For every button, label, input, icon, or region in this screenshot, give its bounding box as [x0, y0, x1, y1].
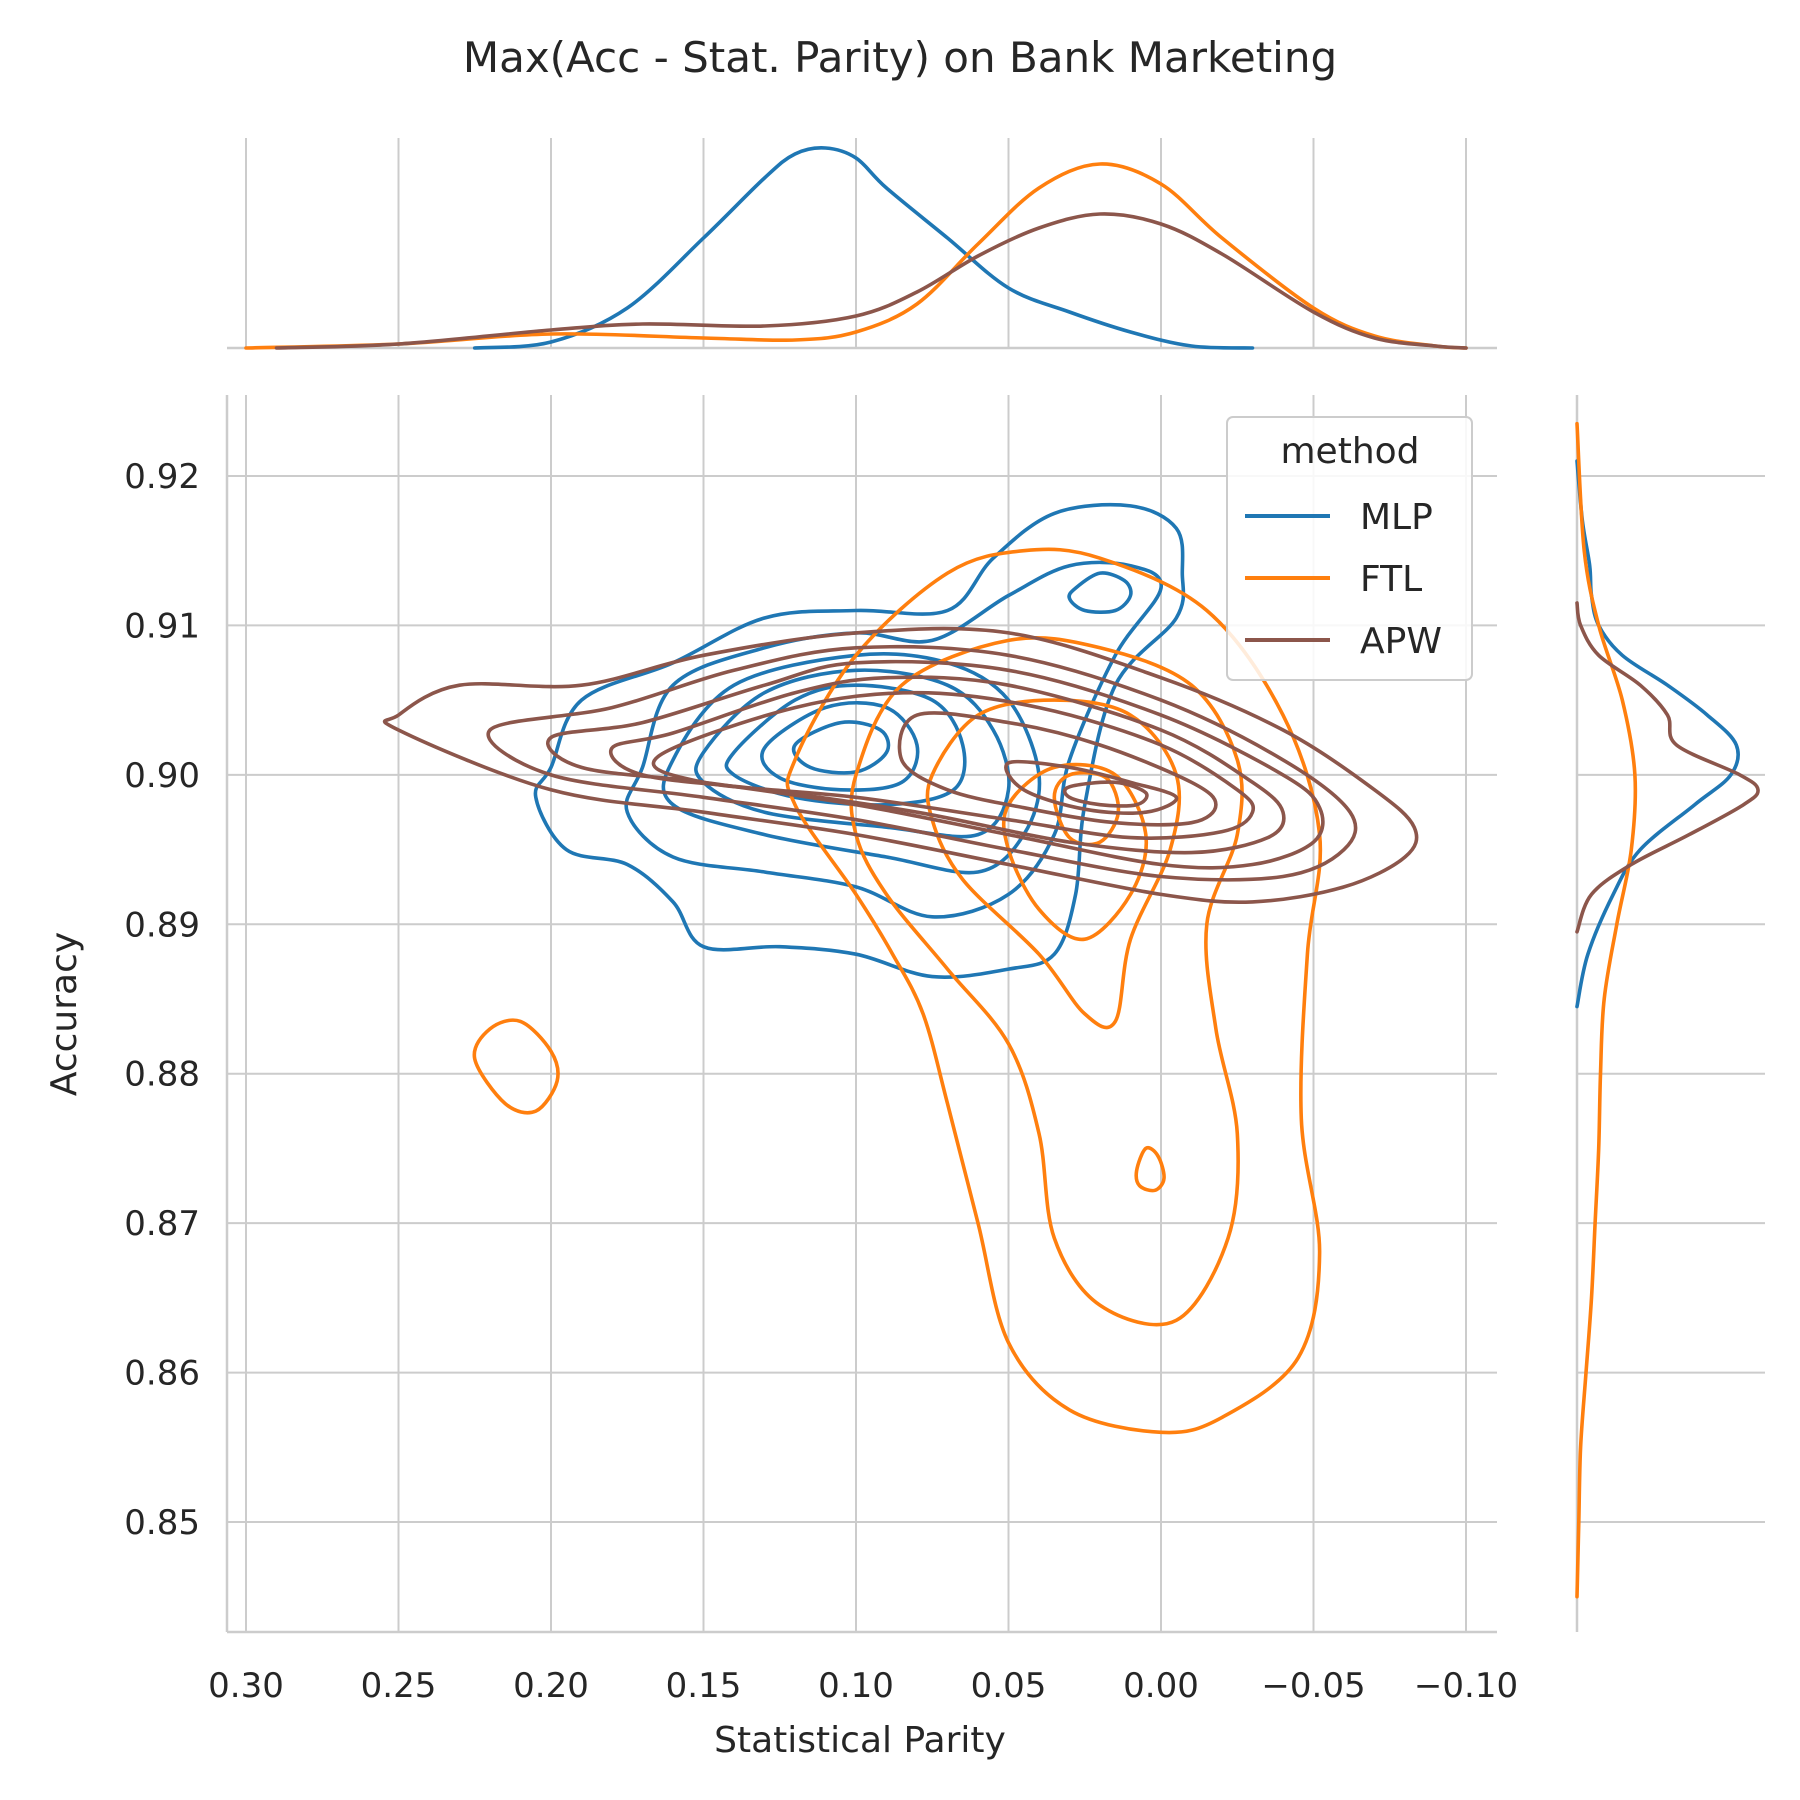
main-plot-grid	[227, 395, 1497, 1632]
chart-title: Max(Acc - Stat. Parity) on Bank Marketin…	[463, 33, 1337, 82]
top-marginal-densities	[244, 146, 1468, 350]
y-tick-labels: 0.85 0.86 0.87 0.88 0.89 0.90 0.91 0.92	[124, 457, 200, 1543]
axes-spines	[225, 346, 1579, 1634]
x-tick-label: 0.15	[666, 1666, 742, 1706]
right-marginal-densities	[1575, 421, 1760, 1599]
contour-mlp	[791, 720, 891, 775]
x-tick-label: 0.05	[971, 1666, 1047, 1706]
x-tick-label: 0.10	[818, 1666, 894, 1706]
right-density-mlp	[1575, 459, 1740, 1009]
top-density-apw	[274, 212, 1468, 350]
y-tick-label: 0.85	[124, 1503, 200, 1543]
contour-mlp	[694, 668, 1011, 839]
contour-apw	[609, 675, 1286, 855]
contour-apw	[1062, 780, 1149, 808]
contour-apw	[1004, 759, 1179, 815]
y-tick-label: 0.87	[124, 1204, 200, 1244]
x-tick-label: 0.30	[208, 1666, 284, 1706]
contour-ftl	[1134, 1145, 1166, 1193]
legend-frame	[1226, 416, 1473, 681]
legend: method MLP FTL APW	[1226, 416, 1473, 681]
right-marginal-grid	[1577, 475, 1765, 1523]
contour-ftl	[925, 698, 1182, 1030]
y-tick-label: 0.89	[124, 905, 200, 945]
y-tick-label: 0.92	[124, 457, 200, 497]
contour-mlp	[661, 652, 1042, 875]
x-tick-label: 0.00	[1123, 1666, 1199, 1706]
contour-ftl	[849, 636, 1244, 1327]
contour-ftl	[472, 1018, 560, 1115]
kde-contours	[382, 502, 1419, 1435]
contour-mlp	[533, 502, 1186, 979]
y-tick-label: 0.91	[124, 606, 200, 646]
contour-ftl	[785, 547, 1323, 1435]
x-tick-label: 0.20	[513, 1666, 589, 1706]
contour-apw	[897, 711, 1218, 827]
contour-apw	[651, 690, 1256, 840]
y-tick-label: 0.86	[124, 1354, 200, 1394]
contour-apw	[486, 644, 1358, 882]
y-tick-label: 0.88	[124, 1055, 200, 1095]
contour-apw	[382, 626, 1419, 904]
contour-mlp	[760, 700, 920, 792]
x-tick-label: −0.05	[1261, 1666, 1365, 1706]
x-tick-label: −0.10	[1414, 1666, 1518, 1706]
contour-ftl	[1001, 762, 1149, 942]
top-density-ftl	[244, 162, 1468, 350]
top-density-mlp	[472, 146, 1255, 350]
right-density-apw	[1575, 601, 1760, 934]
legend-label-mlp: MLP	[1360, 497, 1433, 538]
legend-label-ftl: FTL	[1360, 559, 1422, 600]
legend-title: method	[1280, 431, 1419, 472]
x-axis-label: Statistical Parity	[714, 1720, 1006, 1761]
y-axis-label: Accuracy	[44, 932, 85, 1096]
x-tick-label: 0.25	[361, 1666, 437, 1706]
legend-label-apw: APW	[1360, 621, 1442, 662]
right-density-ftl	[1575, 421, 1638, 1599]
contour-mlp	[1067, 571, 1133, 614]
x-tick-labels: 0.30 0.25 0.20 0.15 0.10 0.05 0.00 −0.05 −0.10	[208, 1666, 1518, 1706]
y-tick-label: 0.90	[124, 756, 200, 796]
